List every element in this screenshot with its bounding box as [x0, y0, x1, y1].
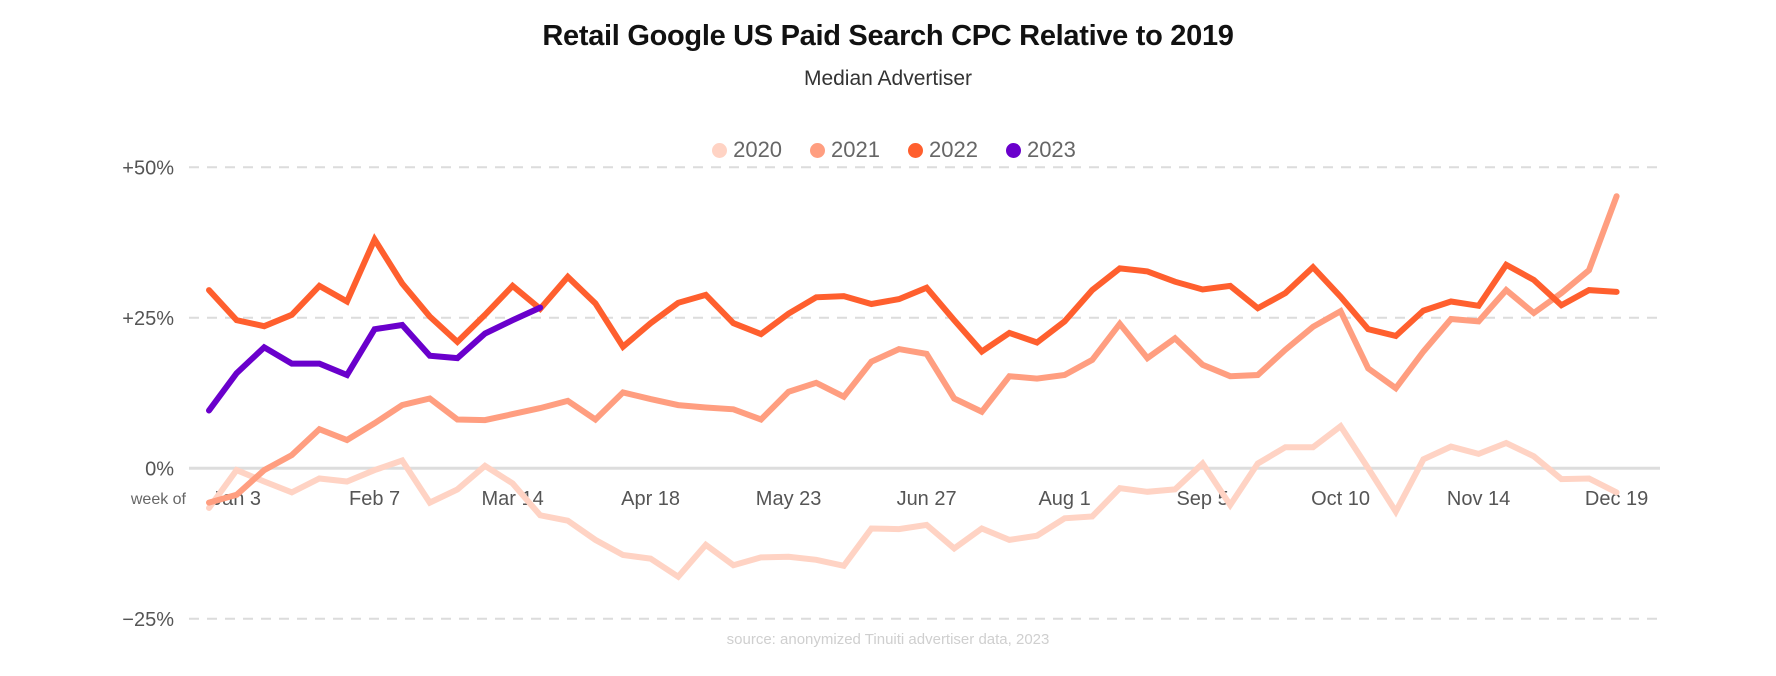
x-tick-label: Sep 5	[1176, 488, 1228, 510]
legend-label-2020: 2020	[733, 137, 783, 162]
legend-label-2023: 2023	[1026, 137, 1076, 162]
y-axis-ticks: +50% +25% 0% −25%	[122, 157, 174, 631]
x-tick-label: Dec 19	[1585, 488, 1648, 510]
chart-title: Retail Google US Paid Search CPC Relativ…	[542, 20, 1234, 52]
x-tick-label: Nov 14	[1447, 488, 1510, 510]
source-note: source: anonymized Tinuiti advertiser da…	[726, 631, 1050, 648]
y-tick-label: 0%	[145, 458, 174, 480]
x-tick-label: Feb 7	[349, 488, 400, 510]
legend-label-2022: 2022	[929, 137, 978, 162]
legend: 2020 2021 2022 2023	[0, 137, 1776, 163]
series-line-2020	[206, 421, 1620, 581]
x-axis-label: week of	[130, 491, 187, 508]
legend-item-2020[interactable]: 2020	[712, 137, 782, 163]
series-line-2022	[206, 233, 1620, 356]
legend-item-2021[interactable]: 2021	[810, 137, 880, 163]
legend-marker-2020	[712, 142, 728, 158]
y-tick-label: −25%	[122, 609, 174, 631]
legend-marker-2021	[810, 142, 826, 158]
grid-lines	[189, 166, 1660, 620]
series-line-2021	[206, 193, 1620, 506]
legend-label-2021: 2021	[831, 137, 880, 162]
x-tick-label: Aug 1	[1038, 488, 1090, 510]
series-line-2023	[206, 304, 544, 414]
legend-marker-2023	[1005, 142, 1021, 158]
x-tick-label: Jun 27	[897, 488, 957, 510]
y-tick-label: +50%	[122, 157, 174, 179]
chart-subtitle: Median Advertiser	[803, 67, 973, 90]
x-axis-ticks: week of Jan 3 Feb 7 Mar 14 Apr 18 May 23 Jun 2…	[130, 488, 1648, 510]
legend-item-2023[interactable]: 2023	[1005, 137, 1076, 163]
x-tick-label: Oct 10	[1311, 488, 1370, 510]
series-lines	[206, 193, 1620, 581]
legend-marker-2022	[908, 142, 923, 158]
y-tick-label: +25%	[122, 308, 174, 330]
x-tick-label: May 23	[756, 488, 822, 510]
x-tick-label: Apr 18	[621, 488, 680, 510]
legend-item-2022[interactable]: 2022	[908, 137, 978, 163]
x-tick-label: Jan 3	[212, 488, 261, 510]
